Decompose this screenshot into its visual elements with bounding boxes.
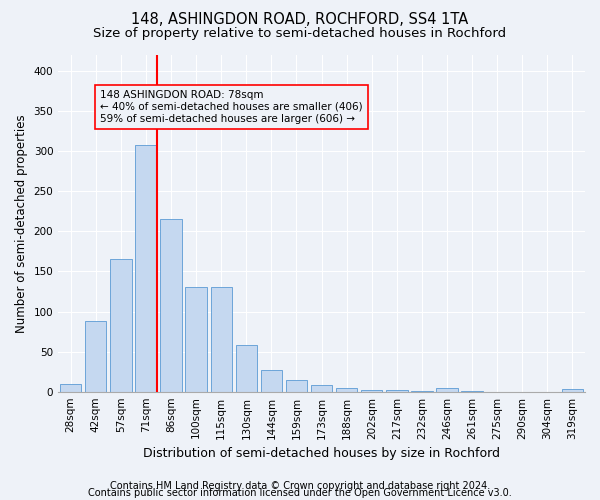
Bar bbox=[311, 386, 332, 392]
Text: Size of property relative to semi-detached houses in Rochford: Size of property relative to semi-detach… bbox=[94, 28, 506, 40]
Y-axis label: Number of semi-detached properties: Number of semi-detached properties bbox=[15, 114, 28, 332]
Bar bbox=[261, 370, 282, 392]
X-axis label: Distribution of semi-detached houses by size in Rochford: Distribution of semi-detached houses by … bbox=[143, 447, 500, 460]
Bar bbox=[336, 388, 358, 392]
Bar bbox=[185, 288, 207, 392]
Bar bbox=[85, 321, 106, 392]
Bar bbox=[211, 288, 232, 392]
Text: Contains public sector information licensed under the Open Government Licence v3: Contains public sector information licen… bbox=[88, 488, 512, 498]
Bar bbox=[236, 345, 257, 392]
Bar bbox=[411, 391, 433, 392]
Bar bbox=[160, 220, 182, 392]
Bar bbox=[386, 390, 407, 392]
Bar bbox=[136, 145, 157, 392]
Bar bbox=[461, 391, 483, 392]
Bar bbox=[286, 380, 307, 392]
Bar bbox=[60, 384, 82, 392]
Text: 148 ASHINGDON ROAD: 78sqm
← 40% of semi-detached houses are smaller (406)
59% of: 148 ASHINGDON ROAD: 78sqm ← 40% of semi-… bbox=[100, 90, 363, 124]
Bar bbox=[436, 388, 458, 392]
Text: Contains HM Land Registry data © Crown copyright and database right 2024.: Contains HM Land Registry data © Crown c… bbox=[110, 481, 490, 491]
Bar bbox=[110, 260, 131, 392]
Bar bbox=[361, 390, 382, 392]
Text: 148, ASHINGDON ROAD, ROCHFORD, SS4 1TA: 148, ASHINGDON ROAD, ROCHFORD, SS4 1TA bbox=[131, 12, 469, 28]
Bar bbox=[562, 390, 583, 392]
